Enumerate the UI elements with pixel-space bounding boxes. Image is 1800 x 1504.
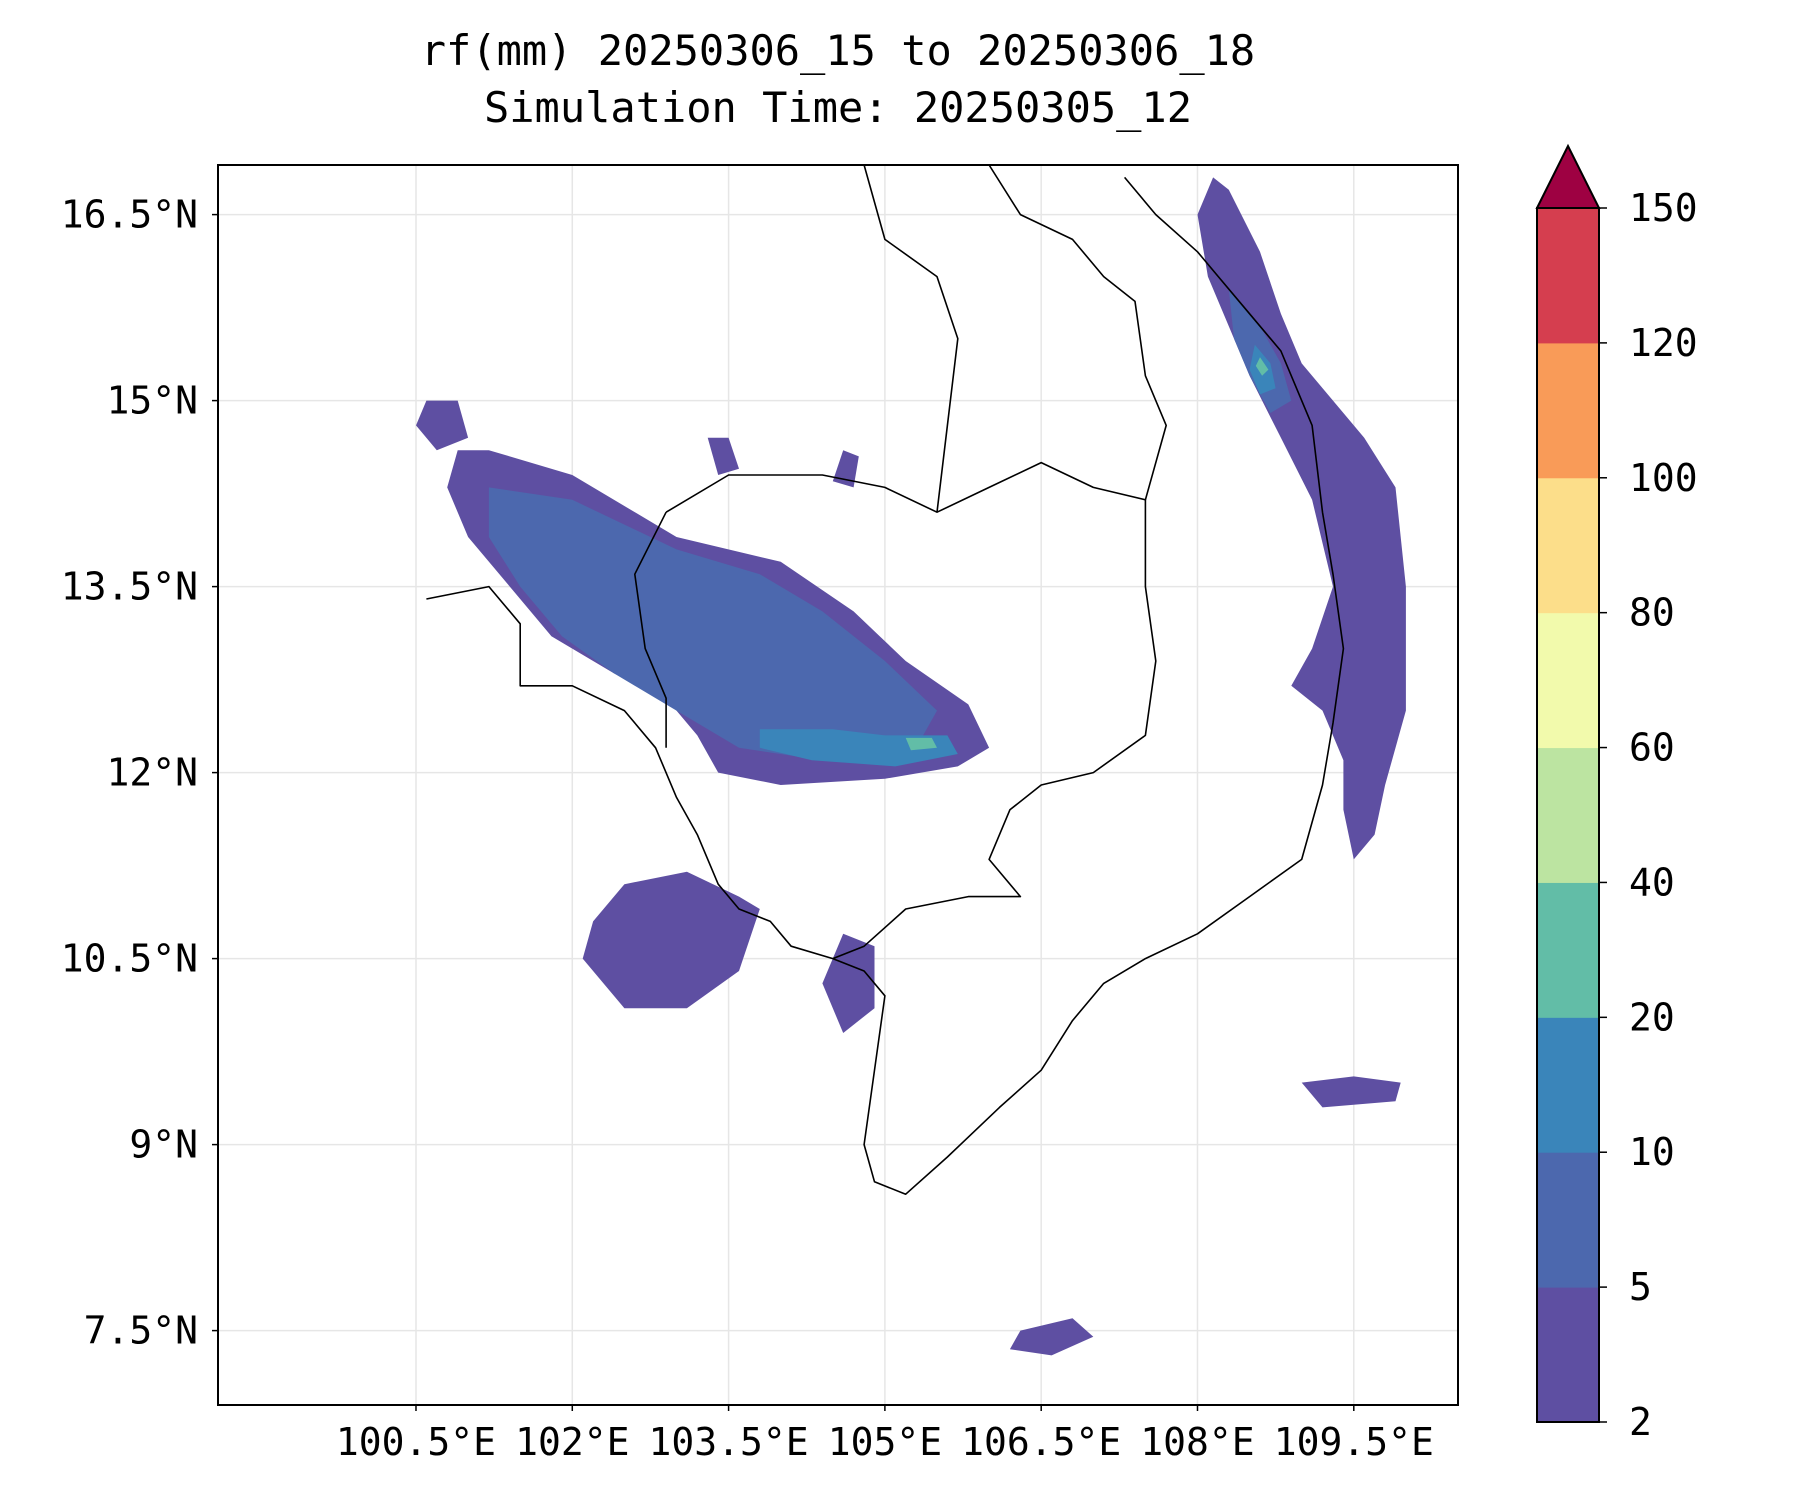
rain-contour-20mm bbox=[1255, 357, 1269, 376]
figure-title-line1: rf(mm) 20250306_15 to 20250306_18 bbox=[421, 26, 1255, 75]
y-tick-label: 10.5°N bbox=[61, 937, 198, 981]
latitude-ticks: 16.5°N 15°N 13.5°N 12°N 10.5°N 9°N 7.5°N bbox=[61, 193, 218, 1353]
y-tick-label: 12°N bbox=[106, 751, 198, 795]
colorbar-tick-label: 10 bbox=[1629, 1130, 1675, 1174]
map-panel: 100.5°E 102°E 103.5°E 105°E 106.5°E 108°E 109.… bbox=[61, 164, 1459, 1464]
colorbar-swatch-100 bbox=[1537, 342, 1599, 479]
coastlines-borders bbox=[426, 165, 1345, 1195]
y-tick-label: 16.5°N bbox=[61, 193, 198, 237]
x-tick-label: 106.5°E bbox=[961, 1420, 1121, 1464]
rain-contour-2mm bbox=[707, 437, 739, 475]
rain-contour-5mm bbox=[1228, 289, 1292, 413]
rain-contour-2mm bbox=[416, 400, 469, 451]
x-tick-label: 109.5°E bbox=[1274, 1420, 1434, 1464]
colorbar-tick-label: 150 bbox=[1629, 186, 1698, 230]
colorbar-swatch-60 bbox=[1537, 612, 1599, 749]
colorbar-tick-label: 80 bbox=[1629, 591, 1675, 635]
x-tick-label: 100.5°E bbox=[336, 1420, 496, 1464]
colorbar-swatch-120 bbox=[1537, 208, 1599, 344]
boundary-line bbox=[863, 165, 959, 513]
rain-contour-20mm bbox=[905, 737, 937, 751]
boundary-line bbox=[426, 176, 1345, 1195]
rain-contour-2mm bbox=[1009, 1318, 1094, 1356]
colorbar-swatch-80 bbox=[1537, 477, 1599, 614]
colorbar-ticks: 2 5 10 20 40 60 80 100 120 150 bbox=[1599, 186, 1698, 1444]
figure-title-line2: Simulation Time: 20250305_12 bbox=[484, 83, 1192, 132]
boundary-line bbox=[988, 165, 1167, 501]
colorbar-tick-label: 40 bbox=[1629, 860, 1675, 904]
colorbar-swatch-2 bbox=[1537, 1287, 1599, 1423]
colorbar-swatch-10 bbox=[1537, 1017, 1599, 1153]
colorbar-swatch-20 bbox=[1537, 882, 1599, 1018]
y-tick-label: 13.5°N bbox=[61, 565, 198, 609]
rain-contour-2mm bbox=[822, 933, 875, 1033]
colorbar-tick-label: 120 bbox=[1629, 321, 1698, 365]
rain-contour-2mm bbox=[1301, 1076, 1401, 1108]
x-tick-label: 108°E bbox=[1140, 1420, 1254, 1464]
longitude-ticks: 100.5°E 102°E 103.5°E 105°E 106.5°E 108°E 109.… bbox=[336, 1405, 1434, 1464]
rain-contour-5mm bbox=[488, 487, 937, 761]
y-tick-label: 7.5°N bbox=[84, 1309, 198, 1353]
colorbar-tick-label: 20 bbox=[1629, 995, 1675, 1039]
boundary-line bbox=[633, 511, 667, 748]
x-tick-label: 105°E bbox=[828, 1420, 942, 1464]
colorbar: 2 5 10 20 40 60 80 100 120 150 bbox=[1535, 143, 1698, 1444]
colorbar-extend-arrow bbox=[1535, 143, 1601, 209]
rain-contour-2mm bbox=[582, 871, 760, 1009]
y-tick-label: 9°N bbox=[129, 1123, 198, 1167]
colorbar-tick-label: 2 bbox=[1629, 1400, 1652, 1444]
colorbar-swatches bbox=[1535, 143, 1601, 1423]
boundary-line bbox=[665, 461, 1157, 960]
x-tick-label: 102°E bbox=[515, 1420, 629, 1464]
colorbar-swatch-40 bbox=[1537, 747, 1599, 883]
colorbar-tick-label: 5 bbox=[1629, 1265, 1652, 1309]
colorbar-frame bbox=[1536, 207, 1600, 1423]
y-tick-label: 15°N bbox=[106, 379, 198, 423]
map-frame bbox=[217, 164, 1459, 1406]
colorbar-tick-label: 60 bbox=[1629, 726, 1675, 770]
x-tick-label: 103.5°E bbox=[649, 1420, 809, 1464]
colorbar-tick-label: 100 bbox=[1629, 456, 1698, 500]
colorbar-swatch-5 bbox=[1537, 1152, 1599, 1288]
rainfall-contours bbox=[416, 177, 1406, 1356]
